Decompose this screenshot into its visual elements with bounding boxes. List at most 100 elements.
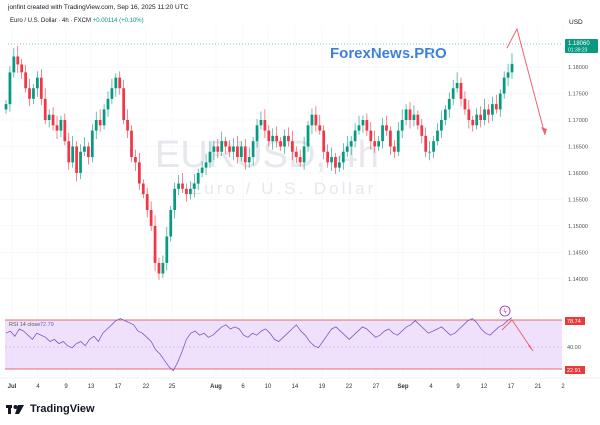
time-tick-label: 6 xyxy=(241,384,245,390)
candle-body xyxy=(16,56,20,65)
candle-body xyxy=(471,120,475,126)
last-price-value: 1.18060 xyxy=(568,41,590,47)
price-tick-label: 1.17000 xyxy=(568,118,588,124)
candle-body xyxy=(36,77,39,89)
candle-body xyxy=(420,125,424,136)
candle-body xyxy=(59,120,63,131)
candle-body xyxy=(208,151,212,163)
tradingview-logo-icon xyxy=(6,404,24,414)
time-tick-label: 27 xyxy=(373,384,380,390)
candle-body xyxy=(224,141,228,147)
candle-body xyxy=(318,125,322,131)
candle-body xyxy=(228,146,231,152)
candle-body xyxy=(130,130,133,158)
candle-body xyxy=(381,125,384,142)
candle-body xyxy=(145,194,149,210)
candle-body xyxy=(192,183,196,189)
candle-body xyxy=(294,151,298,158)
price-axis[interactable]: 1.18000 1.17500 1.17000 1.16500 1.16000 1.155… xyxy=(568,65,588,283)
candle-body xyxy=(98,120,102,126)
svg-text:ϟ: ϟ xyxy=(503,309,507,316)
candle-body xyxy=(345,146,349,152)
candle-body xyxy=(83,146,86,152)
candle-body xyxy=(255,125,259,142)
price-tick-label: 1.14500 xyxy=(568,250,588,256)
candle-body xyxy=(173,188,177,210)
candle-body xyxy=(361,120,365,126)
candle-body xyxy=(55,125,59,131)
candle-body xyxy=(94,120,98,131)
candle-body xyxy=(181,183,184,189)
price-tick-label: 1.15000 xyxy=(568,224,588,230)
candle-body xyxy=(389,130,392,147)
time-tick-label: 21 xyxy=(535,384,542,390)
candle-body xyxy=(326,151,330,163)
candle-body xyxy=(357,125,361,131)
candle-body xyxy=(353,130,357,142)
candle-body xyxy=(404,109,408,120)
rsi-level-tag-upper: 78.74 xyxy=(565,317,585,325)
candle-body xyxy=(122,88,126,120)
candle-body xyxy=(436,130,439,142)
rsi-pane[interactable]: RSI 14 close 72.79 ϟ 78.74 40.00 22.91 xyxy=(5,305,585,374)
time-tick-label: 4 xyxy=(429,384,433,390)
time-tick-label: Sep xyxy=(397,384,408,390)
candle-body xyxy=(424,135,428,152)
candle-body xyxy=(251,141,255,158)
rsi-level-tag-lower: 22.91 xyxy=(565,366,585,374)
time-tick-label: 22 xyxy=(143,384,150,390)
candle-body xyxy=(396,130,400,152)
candle-body xyxy=(287,135,290,142)
price-tick-label: 1.14000 xyxy=(568,277,588,283)
candle-body xyxy=(373,141,377,147)
candle-body xyxy=(385,125,388,131)
candle-body xyxy=(263,120,267,131)
candle-body xyxy=(369,130,373,142)
candle-body xyxy=(298,157,302,163)
candle-body xyxy=(400,120,404,131)
candle-body xyxy=(236,146,239,158)
candle-body xyxy=(75,146,78,173)
candle-body xyxy=(502,77,506,94)
time-tick-label: 17 xyxy=(115,384,122,390)
candle-body xyxy=(169,210,173,237)
time-tick-label: 22 xyxy=(346,384,353,390)
candle-body xyxy=(338,162,341,168)
last-price-tag: 1.18060 01:39:23 xyxy=(565,39,598,54)
symbol-description: Euro / U.S. Dollar · 4h · FXCM xyxy=(10,18,92,24)
candle-body xyxy=(451,88,455,99)
price-tick-label: 1.18000 xyxy=(568,65,588,71)
candle-body xyxy=(334,157,337,168)
candle-body xyxy=(428,151,432,153)
candle-body xyxy=(134,157,137,163)
candles xyxy=(4,45,514,280)
time-axis[interactable]: Jul 4 9 13 17 22 25 Aug 6 10 14 19 22 27 Sep 4 9 12 17 21 2 xyxy=(8,384,566,390)
candle-body xyxy=(408,109,412,120)
candle-body xyxy=(149,210,153,226)
candle-body xyxy=(443,109,447,120)
candle-body xyxy=(153,225,157,263)
time-tick-label: 9 xyxy=(456,384,460,390)
candle-body xyxy=(365,120,369,131)
candle-body xyxy=(290,141,294,152)
tradingview-logo[interactable]: TradingView xyxy=(6,403,95,415)
candle-body xyxy=(8,72,12,105)
candle-body xyxy=(506,72,510,78)
symbol-legend[interactable]: Euro / U.S. Dollar · 4h · FXCM +0.00114 … xyxy=(10,18,144,24)
time-tick-label: 4 xyxy=(36,384,40,390)
candle-body xyxy=(310,114,314,126)
candle-body xyxy=(216,146,220,152)
candle-body xyxy=(157,262,161,274)
rsi-label: RSI 14 close xyxy=(9,322,40,328)
rsi-level-mid: 40.00 xyxy=(567,345,581,351)
time-tick-label: 13 xyxy=(88,384,95,390)
brand-watermark: ForexNews.PRO xyxy=(330,45,447,62)
candle-body xyxy=(90,130,94,158)
currency-label[interactable]: USD xyxy=(569,19,583,26)
candle-body xyxy=(432,141,435,152)
candle-body xyxy=(494,104,498,110)
bar-countdown: 01:39:23 xyxy=(568,48,588,54)
candle-body xyxy=(243,146,247,163)
price-tick-label: 1.16000 xyxy=(568,171,588,177)
